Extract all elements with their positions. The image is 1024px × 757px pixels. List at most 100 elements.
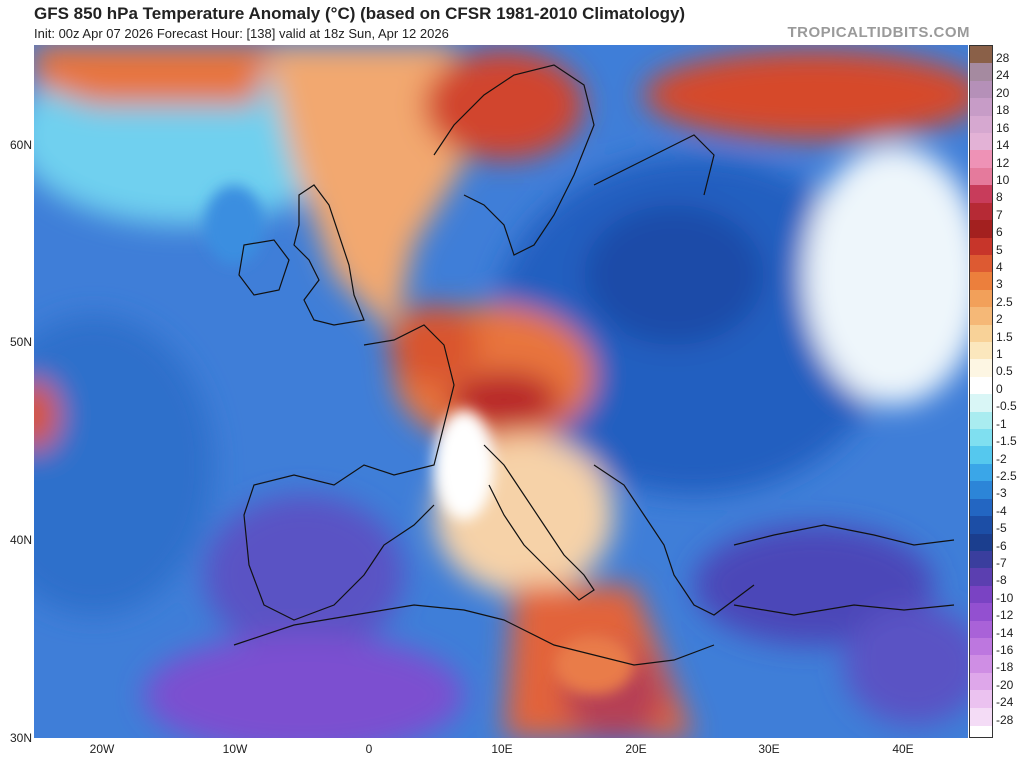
colorbar-label: 2.5 bbox=[996, 294, 1013, 309]
anomaly-map[interactable] bbox=[34, 45, 968, 738]
colorbar-swatch bbox=[970, 498, 992, 518]
colorbar-label: -3 bbox=[996, 486, 1007, 501]
colorbar-swatch bbox=[970, 568, 992, 587]
colorbar-label: -18 bbox=[996, 660, 1014, 675]
colorbar-label: -20 bbox=[996, 677, 1014, 692]
colorbar-swatch bbox=[970, 359, 992, 378]
colorbar-swatch bbox=[970, 690, 992, 709]
colorbar-label: -4 bbox=[996, 503, 1007, 518]
colorbar-swatch bbox=[970, 550, 992, 570]
lon-label-20e: 20E bbox=[625, 742, 647, 756]
lon-label-30e: 30E bbox=[758, 742, 780, 756]
colorbar-swatch bbox=[970, 707, 992, 727]
colorbar-swatch bbox=[970, 133, 992, 152]
colorbar-swatch bbox=[970, 324, 992, 343]
colorbar-label: -16 bbox=[996, 643, 1014, 658]
colorbar-label: 0.5 bbox=[996, 364, 1013, 379]
colorbar-swatch bbox=[970, 289, 992, 309]
region-russia-white bbox=[804, 145, 968, 405]
colorbar-label: 5 bbox=[996, 242, 1003, 257]
lat-label-30n: 30N bbox=[9, 731, 32, 745]
colorbar-label: 8 bbox=[996, 190, 1003, 205]
colorbar-swatch bbox=[970, 63, 992, 82]
colorbar-swatch bbox=[970, 516, 992, 535]
map-title: GFS 850 hPa Temperature Anomaly (°C) (ba… bbox=[34, 4, 686, 23]
colorbar-label: -28 bbox=[996, 712, 1014, 727]
colorbar-label: 6 bbox=[996, 225, 1003, 240]
region-atlantic-warm-spot bbox=[34, 380, 59, 450]
colorbar-swatch bbox=[970, 167, 992, 187]
region-greenland-warm bbox=[34, 45, 274, 105]
colorbar-label: -10 bbox=[996, 590, 1014, 605]
colorbar-swatch bbox=[970, 411, 992, 431]
colorbar-label: -14 bbox=[996, 625, 1014, 640]
colorbar-label: -1 bbox=[996, 416, 1007, 431]
lat-label-50n: 50N bbox=[9, 335, 32, 349]
colorbar-swatch bbox=[970, 150, 992, 169]
lon-label-40e: 40E bbox=[892, 742, 914, 756]
colorbar-label: 12 bbox=[996, 155, 1010, 170]
colorbar-swatch bbox=[970, 46, 992, 65]
colorbar-swatch bbox=[970, 638, 992, 657]
colorbar-swatch bbox=[970, 237, 992, 256]
colorbar-label: -6 bbox=[996, 538, 1007, 553]
colorbar-label: -1.5 bbox=[996, 434, 1017, 449]
colorbar-swatch bbox=[970, 533, 992, 552]
colorbar-label: -0.5 bbox=[996, 399, 1017, 414]
colorbar-swatch bbox=[970, 272, 992, 291]
colorbar-label: 14 bbox=[996, 138, 1010, 153]
colorbar-swatch bbox=[970, 672, 992, 692]
region-uk-warm-band bbox=[264, 45, 464, 335]
colorbar-swatch bbox=[970, 620, 992, 639]
colorbar-swatch bbox=[970, 463, 992, 483]
region-med-orange bbox=[554, 635, 634, 695]
colorbar-label: 20 bbox=[996, 85, 1010, 100]
colorbar-label: -5 bbox=[996, 521, 1007, 536]
colorbar-swatch bbox=[970, 98, 992, 117]
colorbar-label: 16 bbox=[996, 120, 1010, 135]
region-uk-west-blue bbox=[204, 185, 264, 265]
map-canvas bbox=[34, 45, 968, 738]
region-north-russia-red bbox=[644, 50, 968, 140]
colorbar-label: -8 bbox=[996, 573, 1007, 588]
colorbar-label: 2 bbox=[996, 312, 1003, 327]
colorbar-swatch bbox=[970, 115, 992, 135]
lat-label-60n: 60N bbox=[9, 138, 32, 152]
colorbar-label: -7 bbox=[996, 556, 1007, 570]
region-benelux-warm bbox=[389, 305, 479, 385]
colorbar-label: 18 bbox=[996, 103, 1010, 118]
colorbar-label: -2 bbox=[996, 451, 1007, 466]
colorbar-swatch bbox=[970, 185, 992, 204]
lon-label-10e: 10E bbox=[491, 742, 513, 756]
region-poland-deep-blue bbox=[584, 205, 764, 345]
region-france-white bbox=[434, 410, 494, 520]
colorbar-swatch bbox=[970, 202, 992, 222]
colorbar-label: 1 bbox=[996, 347, 1003, 362]
colorbar-swatch bbox=[970, 254, 992, 274]
colorbar-label: 4 bbox=[996, 260, 1003, 274]
colorbar-label: -2.5 bbox=[996, 468, 1017, 483]
region-north-africa-purple bbox=[144, 635, 464, 738]
region-alps-hot bbox=[449, 372, 559, 428]
region-middle-east-purple bbox=[844, 605, 968, 725]
colorbar-label: 3 bbox=[996, 277, 1003, 292]
colorbar bbox=[969, 45, 993, 738]
lon-label-20w: 20W bbox=[89, 742, 115, 756]
region-turkey-purple bbox=[694, 525, 934, 645]
lon-label-10w: 10W bbox=[222, 742, 248, 756]
region-iberia-purple bbox=[204, 495, 404, 655]
colorbar-label: -12 bbox=[996, 608, 1014, 623]
colorbar-label: 28 bbox=[996, 51, 1010, 66]
colorbar-swatch bbox=[970, 585, 992, 605]
coastlines bbox=[233, 64, 955, 666]
colorbar-swatch bbox=[970, 655, 992, 674]
colorbar-swatch bbox=[970, 429, 992, 448]
colorbar-swatch bbox=[970, 446, 992, 465]
lon-label-0: 0 bbox=[365, 742, 373, 756]
colorbar-label: 10 bbox=[996, 172, 1010, 187]
colorbar-label: 7 bbox=[996, 207, 1003, 222]
colorbar-swatch bbox=[970, 603, 992, 622]
colorbar-swatch bbox=[970, 342, 992, 361]
region-scandinavia-red bbox=[424, 50, 584, 160]
colorbar-swatch bbox=[970, 220, 992, 239]
